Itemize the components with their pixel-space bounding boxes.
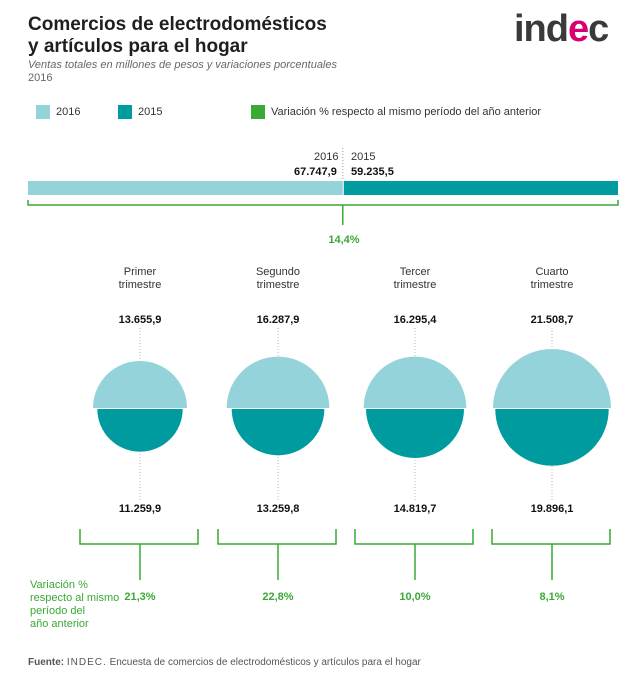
total-value-2015: 59.235,5 bbox=[351, 166, 394, 178]
quarter-name-line-2: trimestre bbox=[530, 279, 574, 291]
total-label-2015: 2015 bbox=[351, 151, 376, 163]
quarter-variation: 22,8% bbox=[262, 591, 294, 603]
total-label-2016: 2016 bbox=[314, 151, 339, 163]
chart-subtitle: Ventas totales en millones de pesos y va… bbox=[28, 59, 337, 71]
footer-org: INDEC. bbox=[66, 657, 107, 668]
total-bracket bbox=[27, 200, 619, 206]
legend-swatch-variation bbox=[251, 105, 265, 119]
quarter-value-2015: 11.259,9 bbox=[118, 503, 162, 515]
quarter-name-line-2: trimestre bbox=[256, 279, 300, 291]
quarter-variation: 8,1% bbox=[539, 591, 565, 603]
total-value-2016: 67.747,9 bbox=[294, 166, 337, 178]
quarter-name-line-1: Cuarto bbox=[535, 266, 569, 278]
variation-label-line-1: Variación % bbox=[30, 579, 88, 591]
quarter-name-line-1: Primer bbox=[123, 266, 157, 278]
legend-label-2016: 2016 bbox=[56, 106, 81, 118]
legend-swatch-2015 bbox=[118, 105, 132, 119]
quarter-value-2015: 13.259,8 bbox=[256, 503, 300, 515]
quarter-variation: 21,3% bbox=[124, 591, 156, 603]
quarter-half-2016 bbox=[226, 356, 330, 408]
footer-label: Fuente: bbox=[28, 657, 65, 668]
quarter-value-2016: 21.508,7 bbox=[530, 314, 574, 326]
source-footer: Fuente: INDEC. Encuesta de comercios de … bbox=[28, 657, 421, 668]
footer-text: Encuesta de comercios de electrodoméstic… bbox=[109, 657, 421, 668]
quarter-half-2015 bbox=[366, 409, 464, 458]
total-bar-2015 bbox=[343, 181, 618, 195]
quarter-bracket bbox=[79, 529, 199, 545]
title-line-2: y artículos para el hogar bbox=[28, 36, 248, 57]
quarter-bracket bbox=[354, 529, 474, 545]
quarter-half-2015 bbox=[495, 409, 609, 466]
variation-label-line-3: período del bbox=[30, 605, 86, 617]
total-variation: 14,4% bbox=[328, 234, 360, 246]
logo-part-1: ind bbox=[514, 8, 569, 50]
legend-label-2015: 2015 bbox=[138, 106, 163, 118]
title-line-1: Comercios de electrodomésticos bbox=[28, 14, 327, 35]
quarter-value-2015: 14.819,7 bbox=[393, 503, 437, 515]
variation-label-line-4: año anterior bbox=[30, 618, 89, 630]
quarter-bracket bbox=[217, 529, 337, 545]
quarter-name-line-1: Segundo bbox=[255, 266, 301, 278]
quarter-name-line-1: Tercer bbox=[399, 266, 431, 278]
quarter-half-2016 bbox=[493, 349, 611, 408]
quarter-half-2016 bbox=[363, 356, 467, 408]
quarter-value-2016: 13.655,9 bbox=[118, 314, 162, 326]
quarter-variation: 10,0% bbox=[399, 591, 431, 603]
quarter-half-2015 bbox=[231, 409, 325, 456]
variation-side-label: Variación % respecto al mismo período de… bbox=[30, 579, 119, 631]
variation-label-line-2: respecto al mismo bbox=[30, 592, 120, 604]
quarter-bracket bbox=[491, 529, 611, 545]
chart-year: 2016 bbox=[28, 72, 53, 84]
logo-part-2: c bbox=[588, 8, 609, 50]
legend-label-variation: Variación % respecto al mismo período de… bbox=[271, 106, 542, 118]
indec-logo: indec bbox=[514, 8, 609, 51]
quarter-half-2015 bbox=[97, 409, 183, 452]
quarter-value-2015: 19.896,1 bbox=[530, 503, 574, 515]
quarter-value-2016: 16.295,4 bbox=[393, 314, 437, 326]
total-bar-2016 bbox=[28, 181, 343, 195]
logo-part-e: e bbox=[567, 8, 589, 50]
quarter-name-line-2: trimestre bbox=[393, 279, 437, 291]
quarter-name-line-2: trimestre bbox=[118, 279, 162, 291]
legend-swatch-2016 bbox=[36, 105, 50, 119]
quarter-half-2016 bbox=[92, 360, 188, 408]
quarter-value-2016: 16.287,9 bbox=[256, 314, 300, 326]
chart-title: Comercios de electrodomésticos y artícul… bbox=[28, 14, 448, 58]
